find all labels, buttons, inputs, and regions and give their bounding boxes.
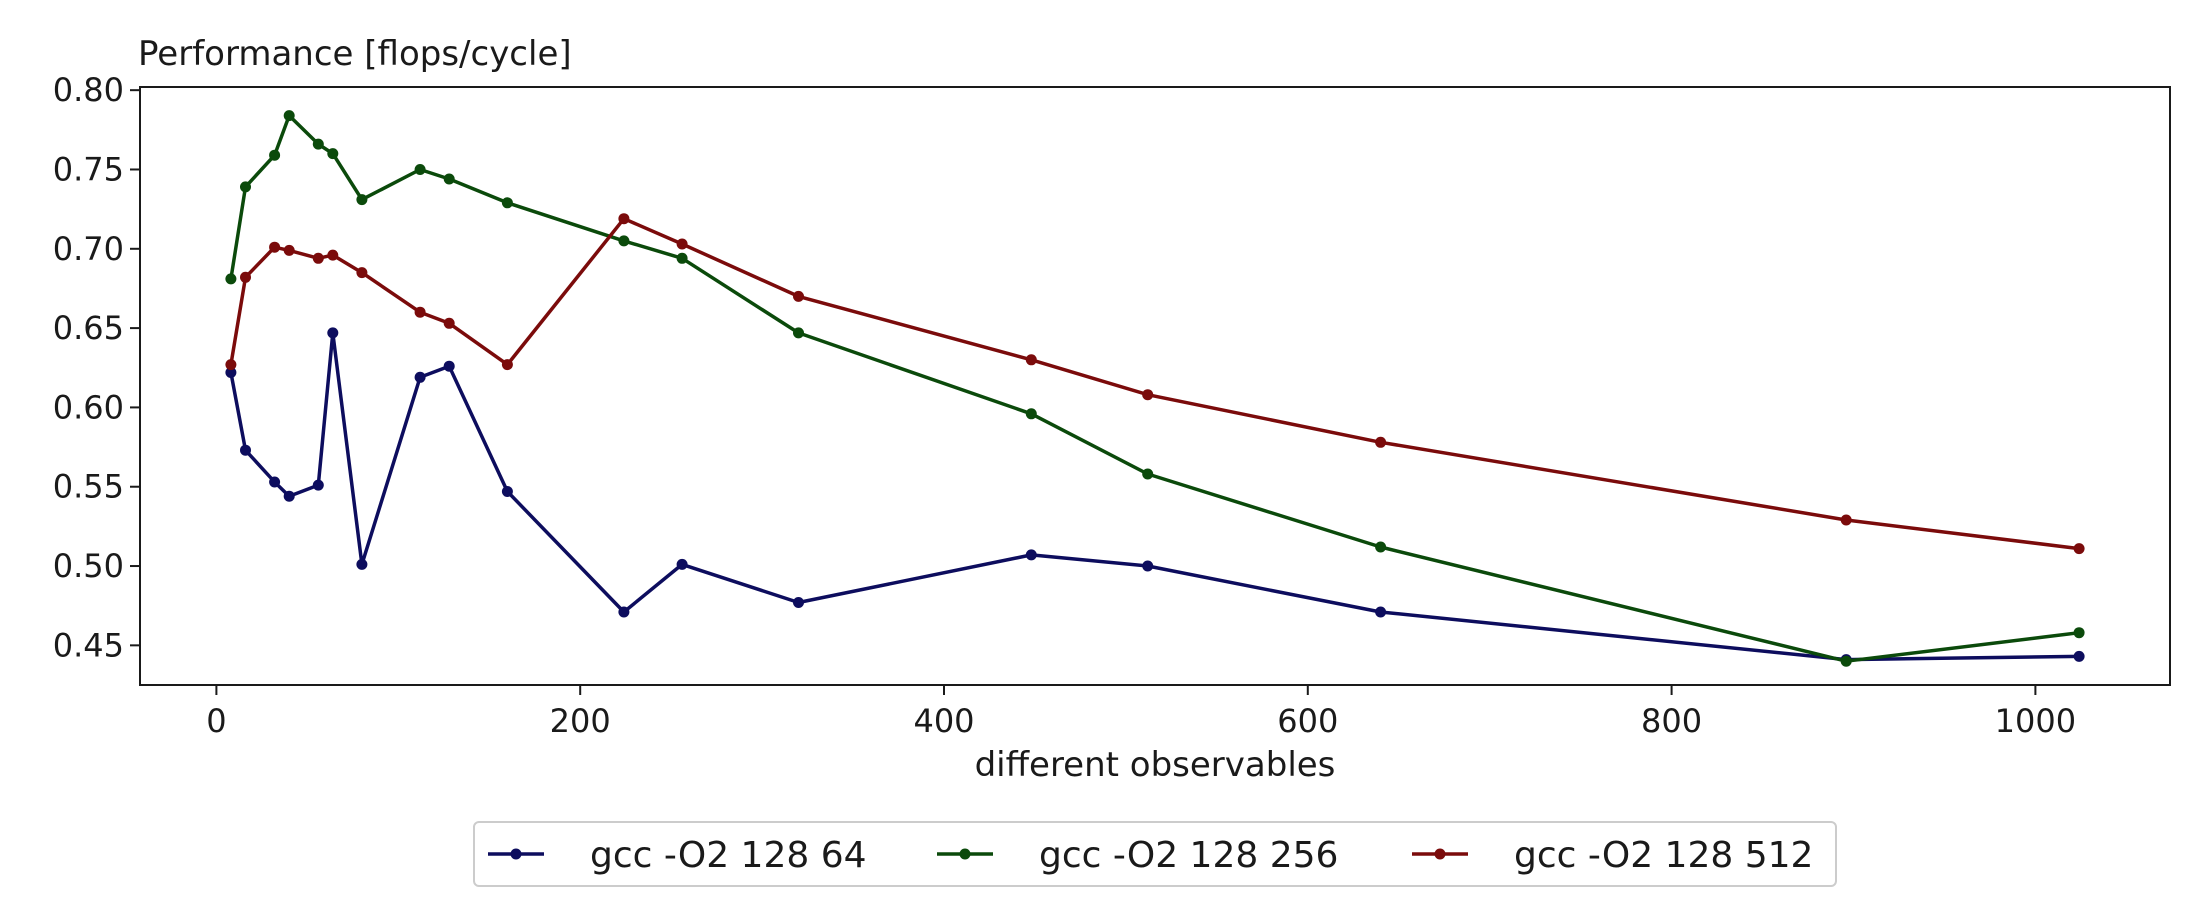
data-point	[1840, 514, 1852, 526]
x-tick-label: 1000	[1995, 702, 2076, 740]
y-tick-label: 0.50	[53, 547, 124, 585]
data-point	[1375, 436, 1387, 448]
x-tick-label: 800	[1641, 702, 1702, 740]
data-point	[501, 486, 513, 497]
data-point	[269, 476, 281, 488]
data-point	[793, 327, 804, 339]
data-point	[2073, 650, 2085, 662]
axes: 0 200 400 600 800 1000 0.45 0.50 0.55 0.60 0.65 0.7…	[53, 71, 2171, 740]
data-point	[414, 306, 426, 318]
data-point	[1142, 468, 1154, 480]
data-point	[312, 138, 324, 150]
data-point	[618, 213, 630, 225]
data-point	[356, 194, 368, 206]
y-axis-title: Performance [flops/cycle]	[138, 34, 572, 74]
plot-frame	[139, 86, 2171, 686]
data-point	[283, 244, 295, 256]
y-tick-label: 0.65	[53, 309, 124, 347]
y-tick-label: 0.45	[53, 626, 124, 664]
data-point	[1025, 549, 1037, 561]
x-tick-label: 600	[1277, 702, 1338, 740]
data-point	[618, 235, 630, 247]
legend-label: gcc -O2 128 256	[1039, 835, 1338, 876]
data-point	[356, 558, 368, 570]
data-point	[240, 181, 251, 193]
data-point	[240, 444, 251, 456]
data-point	[225, 359, 237, 371]
data-point	[327, 327, 339, 339]
legend-entry: gcc -O2 128 64	[488, 835, 867, 876]
data-point	[312, 252, 324, 264]
legend-box	[473, 821, 1837, 887]
data-point	[501, 197, 513, 209]
x-tick-label: 0	[206, 702, 226, 740]
legend-marker	[1434, 848, 1446, 860]
data-point	[240, 271, 251, 283]
y-tick-label: 0.60	[53, 388, 124, 426]
data-point	[1142, 389, 1154, 401]
data-point	[793, 597, 804, 608]
data-point	[443, 317, 455, 329]
data-point	[414, 371, 426, 383]
plot-marks	[225, 110, 2085, 667]
series-2	[225, 110, 2085, 667]
data-point	[618, 606, 630, 618]
data-point	[501, 359, 513, 371]
data-point	[676, 252, 688, 264]
data-point	[283, 110, 295, 122]
data-point	[2073, 543, 2085, 555]
data-point	[283, 490, 295, 502]
data-point	[269, 149, 281, 161]
data-point	[443, 360, 455, 372]
data-point	[443, 173, 455, 185]
data-point	[225, 273, 237, 285]
y-tick-label: 0.70	[53, 230, 124, 268]
data-point	[1375, 606, 1387, 618]
series-1	[225, 327, 2085, 666]
legend-entry: gcc -O2 128 256	[937, 835, 1338, 876]
data-point	[676, 558, 688, 570]
legend-label: gcc -O2 128 512	[1514, 835, 1813, 876]
data-point	[793, 290, 804, 302]
data-point	[2073, 627, 2085, 639]
legend-marker	[510, 848, 522, 860]
data-point	[225, 367, 237, 378]
data-point	[356, 267, 368, 279]
y-tick-label: 0.55	[53, 468, 124, 506]
data-point	[1025, 354, 1037, 366]
data-point	[269, 241, 281, 253]
legend-entry: gcc -O2 128 512	[1412, 835, 1813, 876]
data-point	[327, 148, 339, 160]
x-axis-title: different observables	[975, 745, 1336, 785]
x-tick-label: 200	[550, 702, 611, 740]
data-point	[312, 479, 324, 491]
y-tick-label: 0.80	[53, 71, 124, 109]
data-point	[414, 164, 426, 175]
series-3	[225, 213, 2085, 555]
x-tick-label: 400	[913, 702, 974, 740]
data-point	[327, 249, 339, 261]
series-line	[229, 113, 2080, 663]
data-point	[1142, 560, 1154, 572]
data-point	[1025, 408, 1037, 420]
legend-label: gcc -O2 128 64	[590, 835, 867, 876]
data-point	[1840, 655, 1852, 667]
data-point	[1375, 541, 1387, 553]
series-line	[229, 216, 2080, 551]
legend: gcc -O2 128 64 gcc -O2 128 256 gcc -O2 128…	[473, 821, 1837, 887]
legend-marker	[959, 848, 971, 860]
y-tick-label: 0.75	[53, 150, 124, 188]
data-point	[676, 238, 688, 250]
